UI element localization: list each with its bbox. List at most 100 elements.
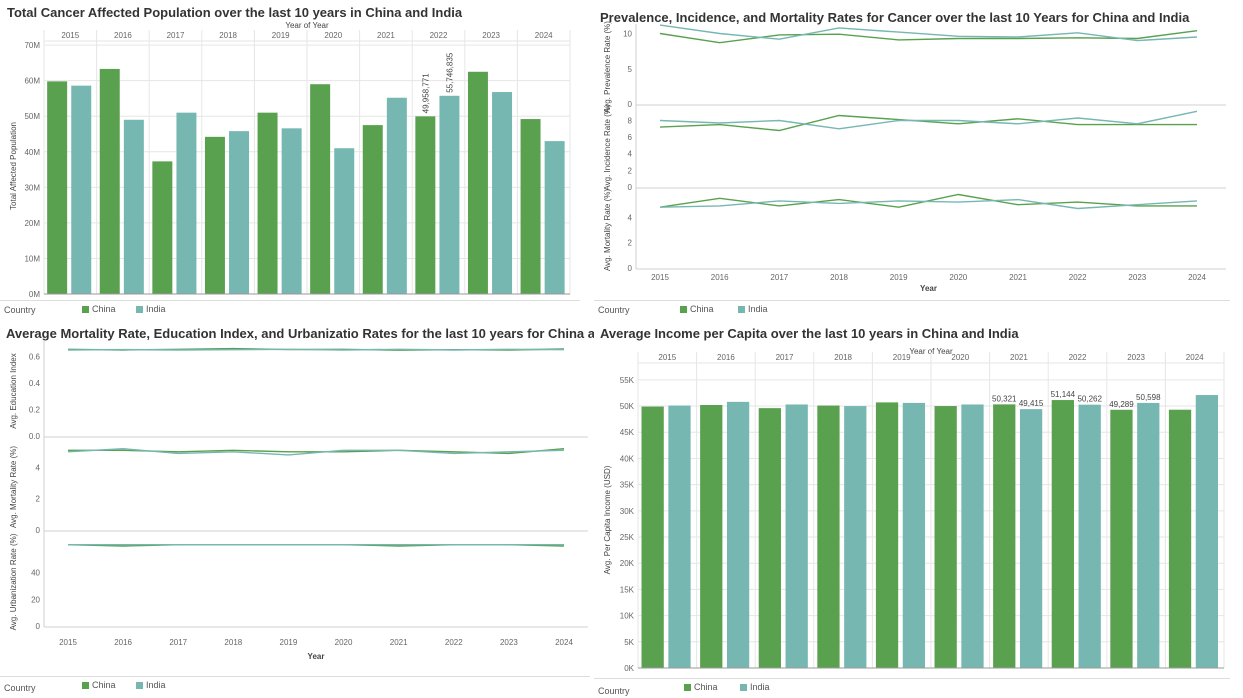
bar-china-2020 <box>934 406 957 668</box>
data-label: 51,144 <box>1051 390 1076 399</box>
line-india-panel3 <box>659 198 1198 210</box>
bar-china-2018 <box>817 405 840 668</box>
legend-india-label[interactable]: India <box>146 680 166 690</box>
y-tick-label: 50M <box>24 112 40 121</box>
legend-india-label[interactable]: India <box>748 304 768 314</box>
legend-china-label[interactable]: China <box>92 680 116 690</box>
y-tick-label: 70M <box>24 41 40 50</box>
bar-india-2019 <box>902 402 926 668</box>
legend-india-swatch[interactable] <box>136 682 143 689</box>
y-axis-title: Total Affected Population <box>9 122 18 210</box>
x-tick-label: 2015 <box>658 353 676 362</box>
legend-china-swatch[interactable] <box>684 684 691 691</box>
y-tick-label: 60M <box>24 77 40 86</box>
x-tick-label: 2020 <box>951 353 969 362</box>
bar-china-2015 <box>47 81 68 294</box>
y-axis-title: Avg. Prevalence Rate (%) <box>603 21 612 113</box>
legend-india-swatch[interactable] <box>136 306 143 313</box>
x-tick-label: 2016 <box>717 353 735 362</box>
y-tick-label: 0.6 <box>29 353 41 362</box>
x-tick-label: 2024 <box>1188 273 1206 282</box>
bar-china-2015 <box>641 406 664 668</box>
bar-china-2023 <box>1110 409 1133 668</box>
x-tick-label: 2016 <box>711 273 729 282</box>
mortality-education-chart-title: Average Mortality Rate, Education Index,… <box>6 326 645 341</box>
y-tick-label: 55K <box>620 376 635 385</box>
med-legend: Country China India <box>0 676 590 693</box>
bar-india-2016 <box>726 401 750 668</box>
legend-china-swatch[interactable] <box>680 306 687 313</box>
y-tick-label: 10K <box>620 612 635 621</box>
y-tick-label: 5K <box>624 638 634 647</box>
bar-india-2021 <box>386 97 407 294</box>
y-tick-label: 5 <box>628 65 633 74</box>
bar-india-2018 <box>844 406 867 668</box>
bar-india-2019 <box>281 128 302 294</box>
x-tick-label: 2023 <box>1127 353 1145 362</box>
y-tick-label: 20K <box>620 559 635 568</box>
income-panel: Average Income per Capita over the last … <box>594 320 1230 698</box>
y-tick-label: 45K <box>620 428 635 437</box>
bar-china-2016 <box>99 68 120 294</box>
y-tick-label: 20 <box>31 595 40 604</box>
x-axis-title: Year of Year <box>285 21 329 30</box>
bar-india-2017 <box>785 404 808 668</box>
y-tick-label: 8 <box>628 116 633 125</box>
legend-india-swatch[interactable] <box>738 306 745 313</box>
x-tick-label: 2018 <box>224 638 242 647</box>
y-axis-title: Avg. Per Capita Income (USD) <box>603 465 612 574</box>
rates-panel: Prevalence, Incidence, and Mortality Rat… <box>594 0 1230 318</box>
y-tick-label: 4 <box>36 463 41 472</box>
y-axis-title: Avg. Mortality Rate (%) <box>603 189 612 271</box>
y-tick-label: 0.4 <box>29 379 41 388</box>
y-tick-label: 0.2 <box>29 406 41 415</box>
bar-india-2018 <box>229 131 250 294</box>
x-tick-label: 2023 <box>1128 273 1146 282</box>
mortality-education-panel: Average Mortality Rate, Education Index,… <box>0 320 645 698</box>
y-tick-label: 0 <box>628 264 633 273</box>
legend-india-swatch[interactable] <box>740 684 747 691</box>
bar-india-2024 <box>1195 395 1219 668</box>
bar-india-2015 <box>668 405 691 668</box>
y-tick-label: 10 <box>623 30 632 39</box>
bar-india-2022 <box>1078 404 1101 668</box>
y-tick-label: 0 <box>36 526 41 535</box>
y-tick-label: 50K <box>620 402 635 411</box>
bar-china-2019 <box>875 402 899 668</box>
mortality-education-chart: 0.0 0.2 0.4 0.6 Avg. Education Index 0 2 4 Avg. … <box>9 340 588 661</box>
y-tick-label: 2 <box>628 166 633 175</box>
bar-china-2023 <box>467 71 488 295</box>
line-china-panel1 <box>659 30 1198 44</box>
y-tick-label: 10M <box>24 254 40 263</box>
data-label: 50,598 <box>1136 393 1161 402</box>
y-axis-title: Avg. Incidence Rate (%) <box>603 104 612 190</box>
legend-china-swatch[interactable] <box>82 682 89 689</box>
bar-china-2024 <box>520 119 541 294</box>
data-label: 49,958,771 <box>421 73 430 114</box>
bar-india-2020 <box>334 148 355 294</box>
legend-china-label[interactable]: China <box>92 304 116 314</box>
legend-china-label[interactable]: China <box>690 304 714 314</box>
line-india-panel2 <box>659 110 1198 130</box>
y-tick-label: 0M <box>29 290 40 299</box>
x-tick-label: 2020 <box>335 638 353 647</box>
bar-china-2022 <box>1051 400 1074 668</box>
bar-china-2024 <box>1168 409 1192 668</box>
x-axis-title: Year <box>920 284 937 293</box>
legend-title: Country <box>4 683 36 693</box>
legend-china-label[interactable]: China <box>694 682 718 692</box>
x-tick-label: 2023 <box>500 638 518 647</box>
legend-india-label[interactable]: India <box>750 682 770 692</box>
income-legend: Country China India <box>594 678 1230 696</box>
legend-india-label[interactable]: India <box>146 304 166 314</box>
x-tick-label: 2021 <box>390 638 408 647</box>
x-tick-label: 2016 <box>114 31 132 40</box>
x-tick-label: 2024 <box>535 31 553 40</box>
y-tick-label: 40M <box>24 148 40 157</box>
x-tick-label: 2019 <box>280 638 298 647</box>
x-tick-label: 2018 <box>834 353 852 362</box>
x-tick-label: 2021 <box>377 31 395 40</box>
legend-china-swatch[interactable] <box>82 306 89 313</box>
bar-china-2017 <box>758 408 781 668</box>
line-india-panel1 <box>67 348 565 351</box>
